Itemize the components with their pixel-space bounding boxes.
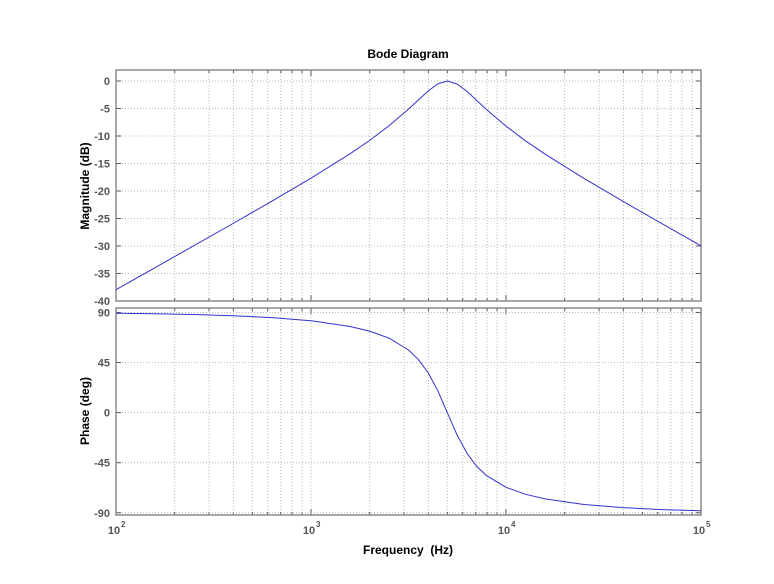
y-tick-label: 0 (104, 76, 110, 88)
chart-title: Bode Diagram (367, 47, 448, 61)
y-tick-label: -30 (94, 241, 110, 253)
x-tick-label: 10 (303, 525, 315, 537)
x-tick-exponent: 2 (121, 520, 126, 529)
magnitude-axes: 0 -5 -10 -15 -20 -25 -30 -35 -40 (94, 69, 702, 308)
axes-frame (115, 307, 702, 516)
x-tick-label: 10 (108, 525, 120, 537)
series-line (115, 80, 702, 291)
y-tick-label: -90 (94, 508, 110, 520)
y-tick-label: -5 (100, 104, 110, 116)
axes-frame (115, 69, 702, 302)
x-tick-label: 10 (693, 525, 705, 537)
y-tick-label: -10 (94, 131, 110, 143)
y-tick-label: -45 (94, 458, 110, 470)
x-tick-exponent: 4 (511, 520, 516, 529)
y-tick-label: -15 (94, 159, 110, 171)
y-tick-label: 0 (104, 408, 110, 420)
y-tick-label: -35 (94, 269, 110, 281)
y-tick-label: -20 (94, 186, 110, 198)
x-tick-exponent: 5 (706, 520, 711, 529)
x-tick-label: 10 (498, 525, 510, 537)
frequency-xlabel: Frequency (Hz) (363, 543, 453, 557)
magnitude-ylabel: Magnitude (dB) (78, 142, 92, 229)
phase-ylabel: Phase (deg) (78, 377, 92, 445)
series-line (115, 312, 702, 512)
y-tick-label: -25 (94, 214, 110, 226)
y-tick-label: 45 (98, 358, 110, 370)
x-tick-exponent: 3 (316, 520, 321, 529)
y-tick-label: -40 (94, 296, 110, 308)
y-tick-label: 90 (98, 307, 110, 319)
